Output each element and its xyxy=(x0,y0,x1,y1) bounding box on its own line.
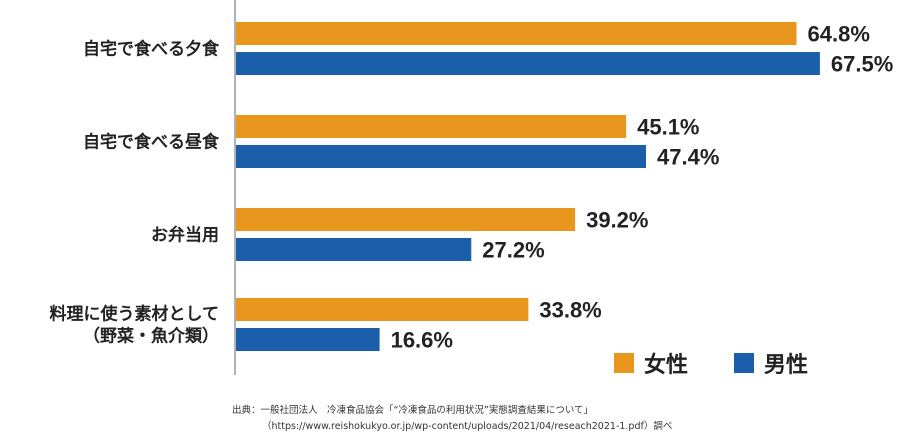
bar-series0-cat0 xyxy=(236,22,797,45)
category-label-2-line0: お弁当用 xyxy=(151,225,219,246)
source-note-line2: （https://www.reishokukyo.or.jp/wp-conten… xyxy=(262,421,673,432)
bar-series1-cat2 xyxy=(236,238,472,261)
data-label-series1-cat1: 47.4% xyxy=(657,145,719,170)
source-note-line1: 出典：一般社団法人 冷凍食品協会「“冷凍食品の利用状況”実態調査結果について」 xyxy=(232,405,594,416)
legend-label-series0: 女性 xyxy=(644,352,688,378)
bar-series0-cat3 xyxy=(236,298,529,321)
bar-series0-cat2 xyxy=(236,208,576,231)
legend-swatch-series1 xyxy=(734,353,754,373)
data-label-series1-cat3: 16.6% xyxy=(391,328,453,353)
category-label-0-line0: 自宅で食べる夕食 xyxy=(83,39,220,60)
bar-series1-cat3 xyxy=(236,328,380,351)
data-label-series0-cat3: 33.8% xyxy=(539,298,601,323)
data-label-series0-cat0: 64.8% xyxy=(808,22,870,47)
data-label-series0-cat1: 45.1% xyxy=(637,115,699,140)
legend-label-series1: 男性 xyxy=(764,353,808,378)
category-label-3-line0: 料理に使う素材として xyxy=(50,304,220,325)
bar-series1-cat1 xyxy=(236,145,647,168)
bar-series0-cat1 xyxy=(236,115,627,138)
category-label-3-line1: （野菜・魚介類） xyxy=(83,326,219,347)
legend-swatch-series0 xyxy=(614,353,634,373)
category-label-1-line0: 自宅で食べる昼食 xyxy=(83,132,220,153)
data-label-series1-cat0: 67.5% xyxy=(831,52,893,77)
data-label-series0-cat2: 39.2% xyxy=(586,208,648,233)
bar-series1-cat0 xyxy=(236,52,820,75)
data-label-series1-cat2: 27.2% xyxy=(482,238,544,263)
